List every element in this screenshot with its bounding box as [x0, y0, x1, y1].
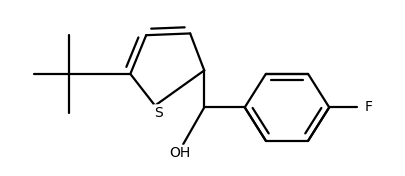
Text: OH: OH — [169, 146, 190, 160]
Text: F: F — [364, 100, 373, 114]
Text: S: S — [154, 106, 163, 120]
